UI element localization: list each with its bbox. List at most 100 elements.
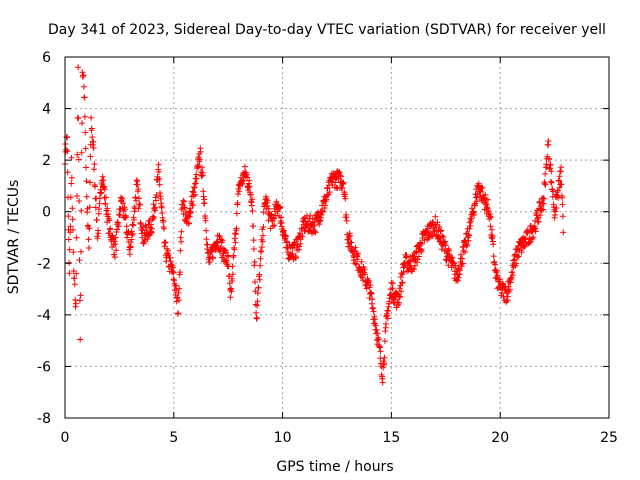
data-point: [440, 234, 447, 240]
data-point: [464, 242, 471, 249]
data-point: [466, 225, 473, 232]
data-point: [178, 238, 185, 245]
data-point: [319, 208, 326, 215]
data-point: [545, 138, 552, 144]
data-point: [560, 229, 567, 236]
data-point: [250, 223, 257, 230]
data-point: [421, 237, 428, 244]
data-point: [367, 282, 374, 289]
data-point: [65, 213, 72, 220]
data-point: [353, 261, 360, 268]
data-point: [66, 270, 73, 277]
data-point: [198, 173, 205, 179]
data-point: [380, 364, 387, 371]
data-point: [95, 230, 102, 237]
data-point: [256, 271, 263, 278]
data-point: [204, 241, 211, 248]
data-point: [505, 283, 512, 290]
data-point: [228, 288, 235, 295]
chart-title: Day 341 of 2023, Sidereal Day-to-day VTE…: [48, 22, 606, 38]
data-point: [104, 205, 111, 212]
data-point: [129, 230, 136, 237]
data-point: [369, 304, 376, 311]
data-point: [482, 191, 489, 198]
data-point: [342, 195, 349, 202]
data-point: [91, 161, 98, 168]
data-point: [253, 314, 260, 321]
data-point: [235, 191, 241, 198]
data-point: [192, 180, 199, 187]
data-point: [257, 262, 264, 269]
data-point: [254, 290, 261, 297]
data-point: [365, 278, 372, 284]
data-point: [70, 249, 77, 256]
data-point: [135, 186, 142, 193]
data-point: [232, 230, 239, 237]
data-point: [532, 228, 539, 235]
data-point: [252, 279, 258, 285]
y-tick-label: -2: [37, 256, 51, 272]
data-point: [346, 234, 352, 241]
data-point: [195, 163, 202, 170]
data-point: [121, 206, 128, 213]
data-point: [170, 264, 177, 271]
data-point: [458, 263, 465, 270]
data-point: [241, 163, 248, 170]
data-point: [479, 185, 486, 191]
data-point: [379, 379, 386, 386]
data-point: [361, 266, 368, 273]
data-point: [247, 191, 254, 198]
data-point: [550, 188, 557, 195]
data-point: [105, 211, 112, 218]
x-tick-label: 5: [169, 430, 178, 446]
data-point: [90, 145, 97, 151]
data-point: [175, 310, 182, 317]
data-point: [445, 262, 452, 269]
data-point: [354, 256, 361, 263]
data-point: [278, 214, 285, 221]
data-point: [146, 217, 153, 224]
data-point: [69, 216, 76, 223]
data-point: [556, 178, 562, 184]
data-point: [162, 239, 169, 246]
x-tick-label: 20: [491, 430, 509, 446]
data-point: [530, 234, 537, 241]
data-point: [515, 253, 522, 260]
data-point: [397, 293, 404, 300]
data-point: [82, 129, 89, 136]
data-point: [177, 247, 184, 254]
data-point: [201, 200, 208, 207]
y-tick-label: -4: [37, 308, 51, 324]
data-point: [75, 156, 82, 163]
x-tick-label: 25: [600, 430, 618, 446]
data-point: [82, 145, 89, 152]
data-point: [153, 192, 160, 198]
data-point: [399, 279, 406, 286]
data-point: [83, 178, 90, 185]
data-point: [246, 183, 253, 190]
data-point: [94, 235, 101, 242]
data-point: [368, 290, 375, 297]
data-point: [347, 232, 354, 239]
data-point: [130, 216, 137, 223]
data-point: [248, 202, 255, 209]
data-point: [71, 275, 78, 282]
data-point: [155, 161, 162, 168]
data-point: [86, 225, 93, 232]
data-point: [196, 156, 203, 163]
data-point: [297, 230, 303, 236]
data-point: [454, 277, 461, 284]
data-point: [256, 276, 263, 283]
data-point: [326, 189, 333, 196]
data-point: [293, 254, 299, 261]
data-point: [468, 215, 475, 222]
data-point: [558, 181, 565, 188]
data-point: [270, 215, 277, 222]
data-point: [369, 296, 376, 303]
data-point: [180, 197, 187, 204]
data-point: [77, 336, 84, 343]
data-point: [503, 297, 510, 304]
plot-frame: [64, 56, 610, 419]
y-tick-label: -6: [37, 359, 51, 375]
